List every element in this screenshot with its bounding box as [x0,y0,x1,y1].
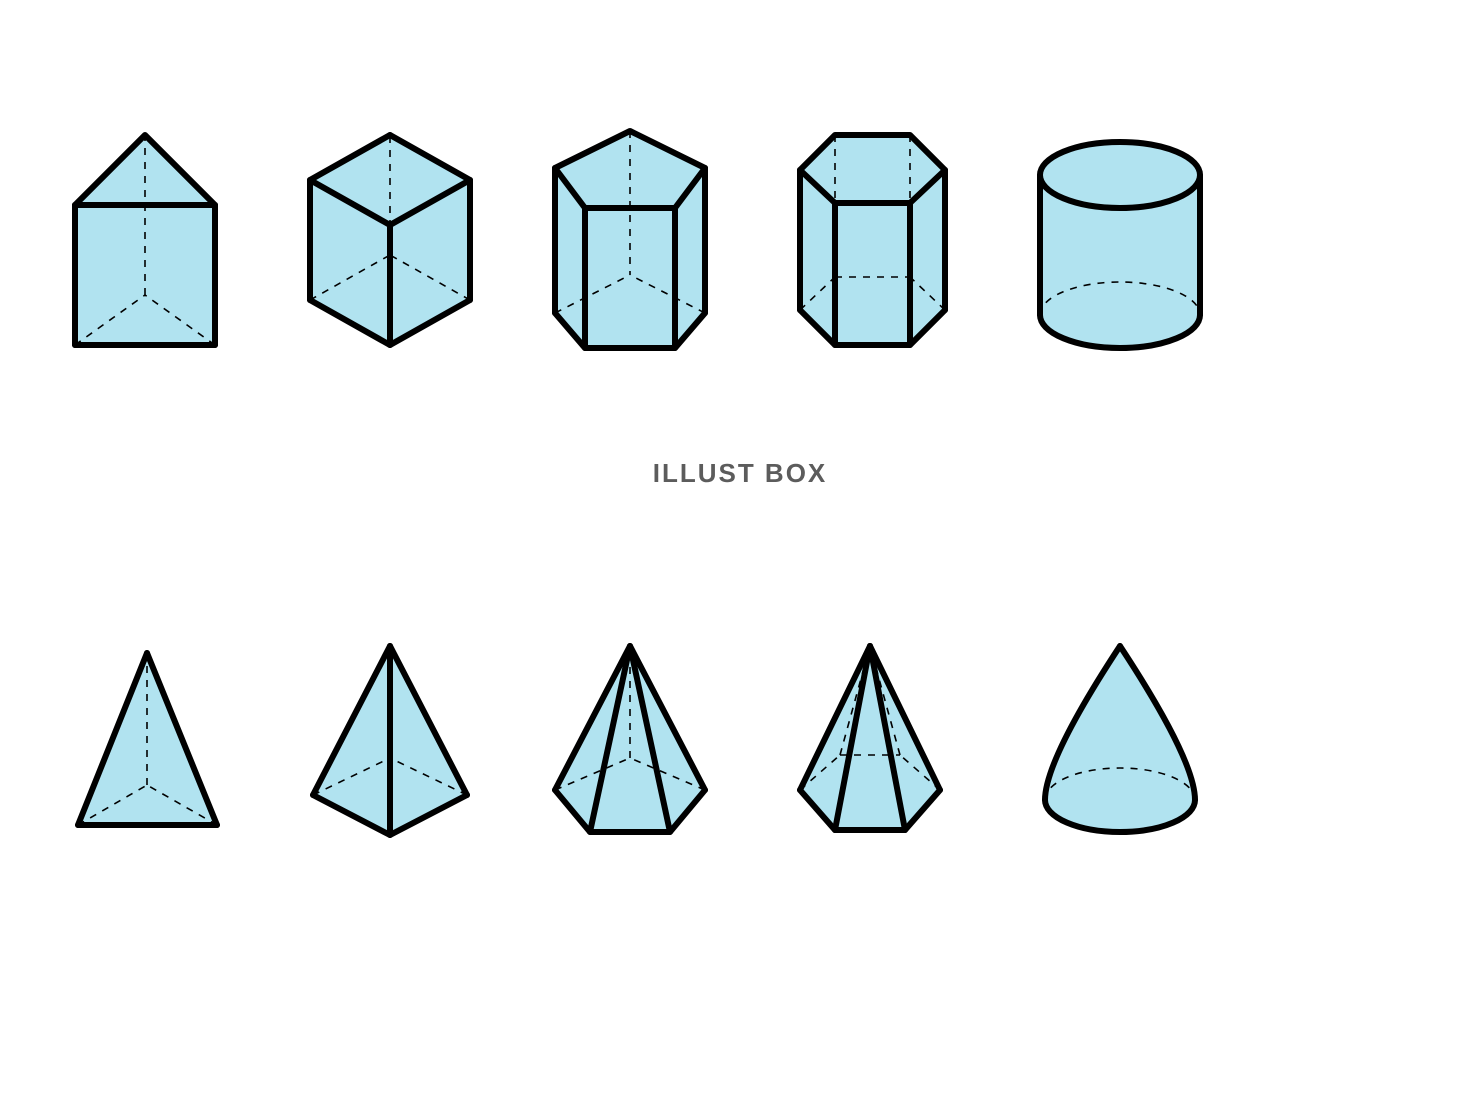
square-prism [300,125,480,355]
watermark-text: ILLUST BOX [653,458,828,489]
hexagonal-prism [790,125,955,355]
triangular-prism [65,125,225,355]
cylinder [1025,135,1215,355]
shapes-canvas: ILLUST BOX [0,0,1480,1110]
pentagonal-pyramid [545,640,715,840]
square-pyramid [305,640,475,840]
pentagonal-prism [545,123,715,358]
cone [1035,640,1205,840]
hexagonal-pyramid [790,640,950,840]
triangular-pyramid [70,645,225,835]
